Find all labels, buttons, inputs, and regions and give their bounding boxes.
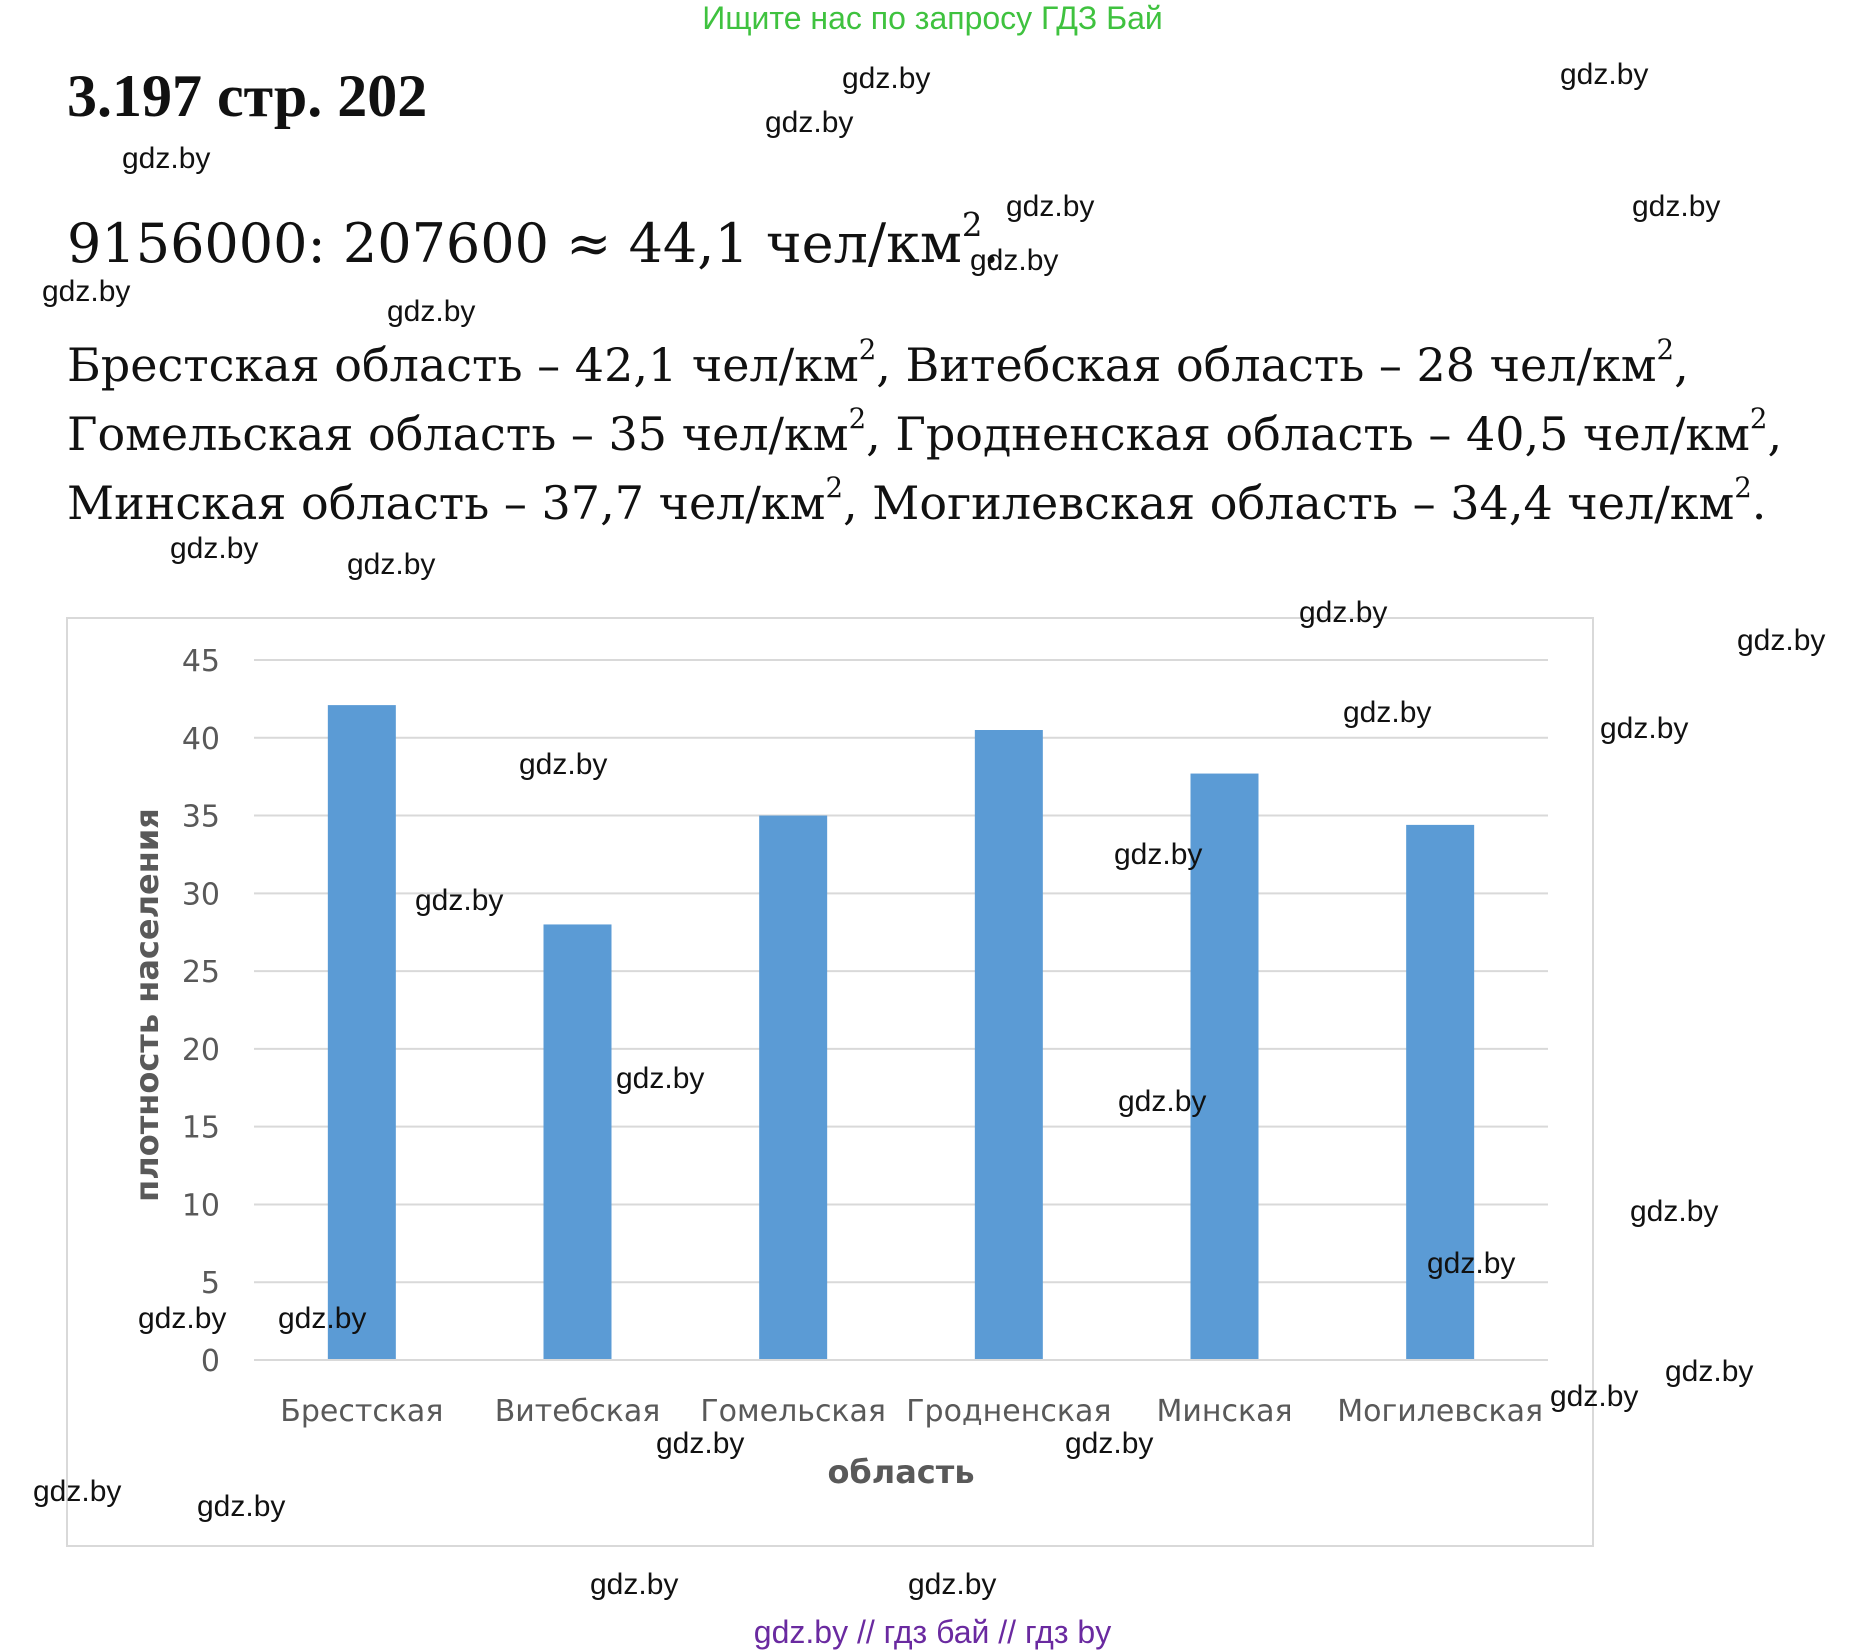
watermark: gdz.by bbox=[138, 1302, 227, 1335]
watermark: gdz.by bbox=[970, 244, 1059, 277]
region-gomel-text: Гомельская область – 35 чел/км bbox=[67, 407, 849, 461]
watermark: gdz.by bbox=[1343, 696, 1432, 729]
watermark: gdz.by bbox=[278, 1302, 367, 1335]
x-tick-label: Брестская bbox=[280, 1394, 443, 1429]
formula-exponent: 2 bbox=[961, 206, 983, 245]
watermark: gdz.by bbox=[519, 748, 608, 781]
watermark: gdz.by bbox=[1427, 1247, 1516, 1280]
watermark: gdz.by bbox=[415, 884, 504, 917]
watermark: gdz.by bbox=[170, 532, 259, 565]
y-axis-title: плотность населения bbox=[128, 808, 166, 1202]
watermark: gdz.by bbox=[1632, 190, 1721, 223]
watermark: gdz.by bbox=[42, 275, 131, 308]
bar bbox=[327, 705, 396, 1360]
x-axis-title: область bbox=[827, 1453, 974, 1491]
y-tick-label: 25 bbox=[182, 955, 220, 990]
watermark: gdz.by bbox=[1630, 1195, 1719, 1228]
watermark: gdz.by bbox=[1299, 596, 1388, 629]
watermark: gdz.by bbox=[1600, 712, 1689, 745]
x-tick-label: Гродненская bbox=[906, 1394, 1111, 1429]
watermark: gdz.by bbox=[1665, 1355, 1754, 1388]
regions-line-3: Минская область – 37,7 чел/км2, Могилевс… bbox=[67, 474, 1767, 530]
regions-line-2: Гомельская область – 35 чел/км2, Гроднен… bbox=[67, 405, 1783, 461]
bar bbox=[1190, 773, 1259, 1360]
watermark: gdz.by bbox=[842, 62, 931, 95]
region-minsk-text: Минская область – 37,7 чел/км bbox=[67, 476, 826, 530]
bar bbox=[759, 815, 828, 1360]
region-brest-text: Брестская область – 42,1 чел/км bbox=[67, 338, 859, 392]
watermark: gdz.by bbox=[1118, 1085, 1207, 1118]
y-tick-label: 5 bbox=[201, 1266, 220, 1301]
watermark: gdz.by bbox=[765, 106, 854, 139]
watermark: gdz.by bbox=[1006, 190, 1095, 223]
region-minsk-exp: 2 bbox=[825, 470, 844, 504]
formula-expression: 9156000: 207600 ≈ 44,1 чел/км bbox=[67, 212, 962, 275]
region-brest-sep: , bbox=[876, 338, 891, 392]
y-tick-label: 40 bbox=[182, 722, 220, 757]
formula: 9156000: 207600 ≈ 44,1 чел/км2. bbox=[67, 209, 1000, 275]
region-vitebsk-sep: , bbox=[1674, 338, 1689, 392]
y-tick-label: 35 bbox=[182, 800, 220, 835]
x-tick-label: Гомельская bbox=[700, 1394, 886, 1429]
y-tick-label: 10 bbox=[182, 1188, 220, 1223]
y-tick-label: 45 bbox=[182, 644, 220, 679]
region-mogilev-text: Могилевская область – 34,4 чел/км bbox=[872, 476, 1735, 530]
region-minsk-sep: , bbox=[843, 476, 858, 530]
watermark: gdz.by bbox=[387, 295, 476, 328]
watermark: gdz.by bbox=[122, 142, 211, 175]
region-grodno-sep: , bbox=[1767, 407, 1783, 461]
region-gomel-exp: 2 bbox=[848, 401, 867, 435]
watermark: gdz.by bbox=[616, 1062, 705, 1095]
watermark: gdz.by bbox=[33, 1475, 122, 1508]
x-tick-label: Минская bbox=[1156, 1394, 1292, 1429]
task-title: 3.197 стр. 202 bbox=[67, 63, 428, 129]
region-mogilev-sep: . bbox=[1751, 476, 1767, 530]
watermark: gdz.by bbox=[656, 1427, 745, 1460]
region-mogilev-exp: 2 bbox=[1734, 470, 1752, 504]
y-tick-label: 0 bbox=[201, 1344, 220, 1379]
watermark: gdz.by bbox=[197, 1490, 286, 1523]
region-vitebsk-exp: 2 bbox=[1656, 332, 1675, 366]
chart-frame bbox=[66, 617, 1594, 1547]
formula-suffix: . bbox=[982, 212, 1000, 275]
watermark: gdz.by bbox=[1737, 624, 1826, 657]
x-tick-label: Могилевская bbox=[1337, 1394, 1543, 1429]
bar bbox=[1406, 824, 1475, 1360]
y-tick-label: 20 bbox=[182, 1033, 220, 1068]
watermark: gdz.by bbox=[1114, 838, 1203, 871]
y-tick-label: 15 bbox=[182, 1111, 220, 1146]
watermark: gdz.by bbox=[1065, 1427, 1154, 1460]
region-grodno-exp: 2 bbox=[1749, 401, 1768, 435]
regions-line-1: Брестская область – 42,1 чел/км2, Витебс… bbox=[67, 336, 1689, 392]
region-gomel-sep: , bbox=[866, 407, 881, 461]
region-grodno-text: Гродненская область – 40,5 чел/км bbox=[895, 407, 1750, 461]
region-brest-exp: 2 bbox=[858, 332, 877, 366]
watermark: gdz.by bbox=[1560, 58, 1649, 91]
footer: gdz.by // гдз бай // гдз by bbox=[753, 1614, 1112, 1650]
x-tick-label: Витебская bbox=[495, 1394, 661, 1429]
watermark: gdz.by bbox=[908, 1568, 997, 1601]
watermark: gdz.by bbox=[347, 548, 436, 581]
y-tick-label: 30 bbox=[182, 877, 220, 912]
top-banner: Ищите нас по запросу ГДЗ Бай bbox=[702, 0, 1163, 36]
bar bbox=[974, 730, 1043, 1360]
watermark: gdz.by bbox=[1550, 1380, 1639, 1413]
region-vitebsk-text: Витебская область – 28 чел/км bbox=[905, 338, 1657, 392]
bar bbox=[543, 924, 612, 1360]
watermark: gdz.by bbox=[590, 1568, 679, 1601]
